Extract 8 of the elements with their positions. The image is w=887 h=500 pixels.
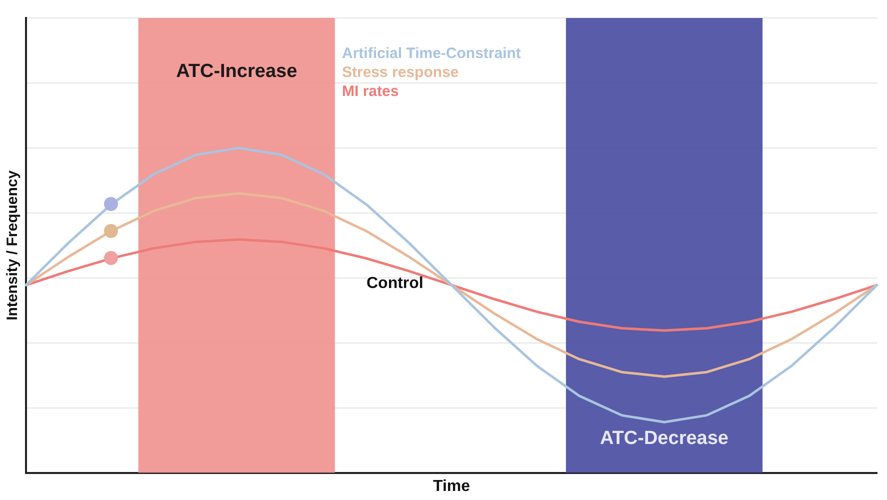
x-axis-title: Time <box>432 478 470 495</box>
text: MI rates <box>342 82 400 101</box>
annotation: ATC-Decrease <box>599 428 730 450</box>
text: ATC-Increase <box>175 61 298 83</box>
text: Stress response <box>342 63 460 82</box>
annotation: Control <box>366 275 424 294</box>
text: Artificial Time-Constraint <box>342 44 521 63</box>
y-axis-title: Intensity / Frequency <box>4 170 22 320</box>
